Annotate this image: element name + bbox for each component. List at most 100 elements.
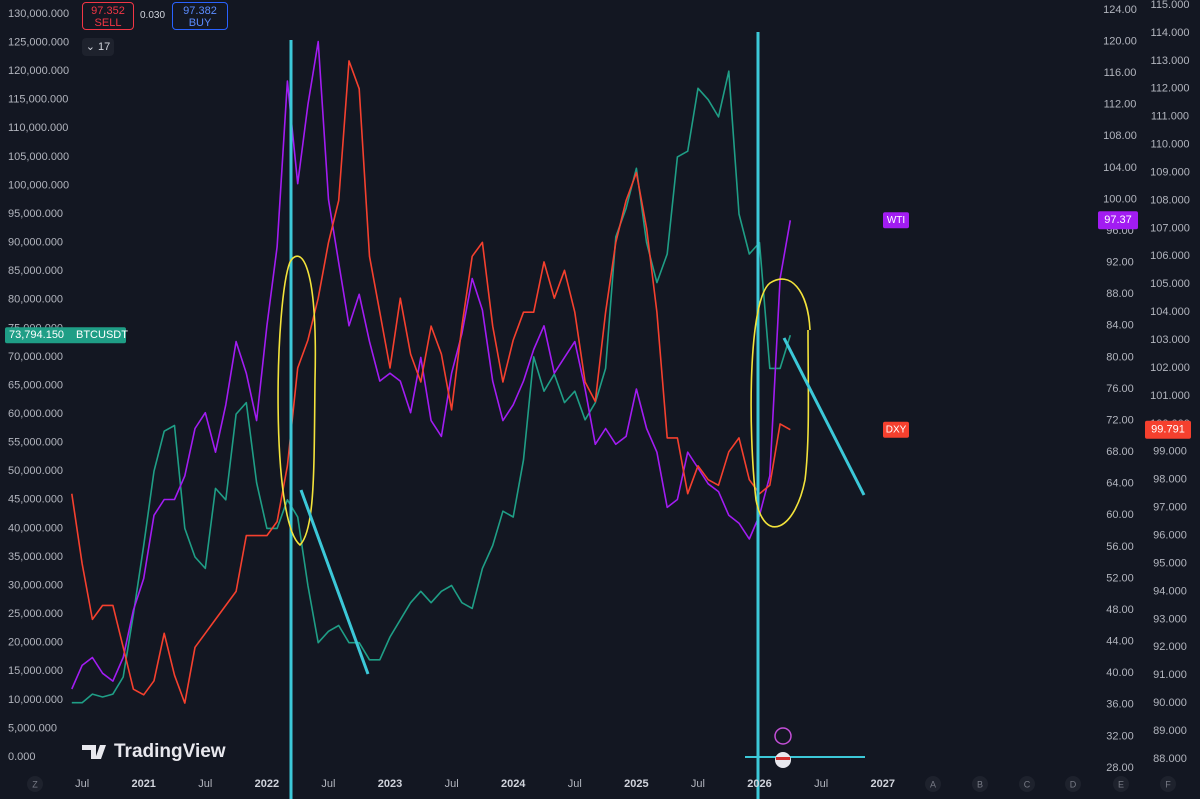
y-tick-label: 90,000.000 <box>8 237 63 249</box>
ellipse <box>750 278 811 528</box>
y-tick-label: 70,000.000 <box>8 351 63 363</box>
y-tick-label: 5,000.000 <box>8 722 57 734</box>
button-label: E <box>1118 779 1124 789</box>
price-label: 73,794.150 <box>9 329 64 341</box>
bottom-button[interactable]: Z <box>27 776 43 792</box>
y3-tick-label: 106.000 <box>1150 250 1190 262</box>
buy-button[interactable]: 97.382 BUY <box>172 2 228 30</box>
y3-tick-label: 89.000 <box>1153 725 1187 737</box>
y2-tick-label: 64.00 <box>1106 478 1134 490</box>
bottom-button[interactable]: C <box>1019 776 1035 792</box>
trend-line <box>782 337 866 496</box>
trend-line <box>299 489 370 675</box>
x-tick-label: 2025 <box>624 778 648 790</box>
y2-tick-label: 32.00 <box>1106 730 1134 742</box>
y3-tick-label: 96.000 <box>1153 529 1187 541</box>
order-panel: 97.352 SELL 0.030 97.382 BUY ⌄ 17 <box>82 2 232 58</box>
x-tick-label: Jul <box>445 778 459 790</box>
x-tick-label: 2027 <box>870 778 894 790</box>
y2-tick-label: 36.00 <box>1106 699 1134 711</box>
y-tick-label: 45,000.000 <box>8 494 63 506</box>
event-icon[interactable] <box>774 727 792 745</box>
y3-tick-label: 91.000 <box>1153 669 1187 681</box>
y2-tick-label: 104.00 <box>1103 162 1137 174</box>
button-circle <box>925 776 941 792</box>
bottom-button[interactable]: B <box>972 776 988 792</box>
y-tick-label: 130,000.000 <box>8 8 69 20</box>
watermark: TradingView <box>82 741 226 762</box>
x-tick-label: Jul <box>814 778 828 790</box>
y3-tick-label: 98.000 <box>1153 474 1187 486</box>
y3-tick-label: 105.000 <box>1150 278 1190 290</box>
y2-tick-label: 72.00 <box>1106 414 1134 426</box>
y2-tick-label: 68.00 <box>1106 446 1134 458</box>
y-tick-label: 25,000.000 <box>8 608 63 620</box>
y3-tick-label: 99.000 <box>1153 446 1187 458</box>
button-label: C <box>1024 779 1031 789</box>
y-tick-label: 110,000.000 <box>8 122 68 134</box>
y3-tick-label: 113.000 <box>1151 55 1190 67</box>
x-tick-label: 2023 <box>378 778 402 790</box>
price-tag <box>1098 211 1138 230</box>
y2-tick-label: 92.00 <box>1106 257 1134 269</box>
y3-tick-label: 97.000 <box>1153 502 1187 514</box>
sell-button[interactable]: 97.352 SELL <box>82 2 134 30</box>
axes: 0.000 5,000.000 10,000.000 15,000.000 20,000… <box>5 0 1191 792</box>
y-tick-label: 105,000.000 <box>8 151 69 163</box>
y3-tick-label: 115.000 <box>1151 0 1190 11</box>
bottom-button[interactable]: E <box>1113 776 1129 792</box>
series-name: WTI <box>887 215 905 226</box>
y2-tick-label: 56.00 <box>1106 541 1134 553</box>
x-tick-label: 2024 <box>501 778 526 790</box>
button-circle <box>1065 776 1081 792</box>
y-tick-label: 10,000.000 <box>8 694 63 706</box>
button-circle <box>1113 776 1129 792</box>
y-tick-label: 55,000.000 <box>8 437 63 449</box>
y3-tick-label: 114.000 <box>1151 27 1190 39</box>
bottom-button[interactable]: A <box>925 776 941 792</box>
interval-button[interactable]: ⌄ 17 <box>82 38 114 56</box>
x-tick-label: Jul <box>75 778 89 790</box>
buy-label: BUY <box>188 17 212 29</box>
price-tag <box>5 327 126 344</box>
line <box>71 40 792 690</box>
y3-tick-label: 112.000 <box>1151 83 1190 95</box>
y-tick-label: 95,000.000 <box>8 208 63 220</box>
plot <box>71 40 792 704</box>
y-tick-label: 125,000.000 <box>8 36 69 48</box>
button-label: B <box>977 779 983 789</box>
button-circle <box>1160 776 1176 792</box>
y-tick-label: 0.000 <box>8 751 36 763</box>
y3-tick-label: 104.000 <box>1150 306 1190 318</box>
y2-tick-label: 80.00 <box>1106 351 1134 363</box>
x-tick-label: Jul <box>568 778 582 790</box>
flag-icon <box>776 757 790 760</box>
x-tick-label: 2022 <box>255 778 279 790</box>
name-tag <box>883 421 909 438</box>
name-tag <box>883 212 909 229</box>
line <box>71 60 791 704</box>
y2-tick-label: 48.00 <box>1106 604 1134 616</box>
y3-tick-label: 94.000 <box>1153 585 1187 597</box>
bottom-button[interactable]: F <box>1160 776 1176 792</box>
x-tick-label: Jul <box>198 778 212 790</box>
y2-tick-label: 100.00 <box>1103 193 1137 205</box>
x-tick-label: 2021 <box>131 778 155 790</box>
x-tick-label: Jul <box>321 778 335 790</box>
price-tag <box>1145 420 1191 439</box>
y-tick-label: 120,000.000 <box>8 65 69 77</box>
y2-tick-label: 84.00 <box>1106 320 1134 332</box>
y-tick-label: 35,000.000 <box>8 551 63 563</box>
button-label: A <box>930 779 936 789</box>
bottom-button[interactable]: D <box>1065 776 1081 792</box>
y2-tick-label: 124.00 <box>1103 4 1137 16</box>
ellipse <box>277 255 317 547</box>
series-name: DXY <box>886 424 907 435</box>
y3-tick-label: 92.000 <box>1153 641 1187 653</box>
y3-tick-label: 90.000 <box>1153 697 1187 709</box>
y-tick-label: 40,000.000 <box>8 522 63 534</box>
y2-tick-label: 120.00 <box>1103 35 1137 47</box>
